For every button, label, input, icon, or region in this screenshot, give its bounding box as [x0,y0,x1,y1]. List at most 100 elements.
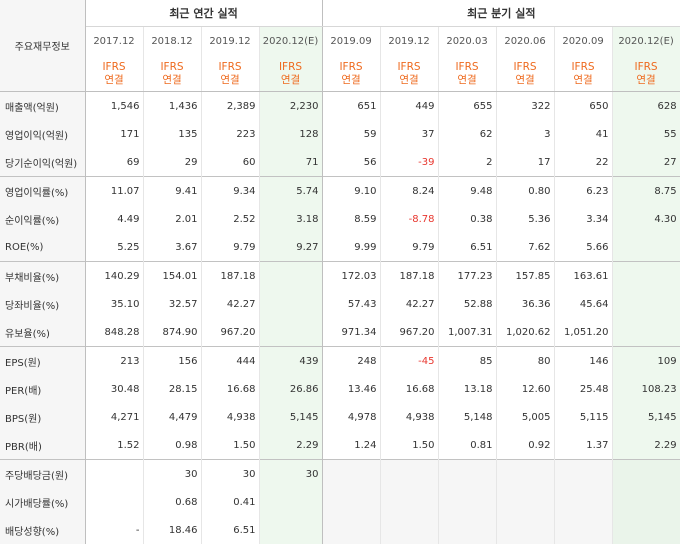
table-cell: 52.88 [438,290,497,318]
table-row: 영업이익(억원) 171 135 223 128 59 37 62 3 41 55 [0,120,680,148]
table-cell: 13.18 [438,375,497,403]
table-cell: 16.68 [380,375,439,403]
table-cell: -45 [380,346,439,375]
table-cell [438,516,497,544]
table-cell: 109 [612,346,680,375]
period-header: 2020.12(E) [612,26,680,56]
accounting-basis-header: IFRS 연결 [380,56,439,92]
row-label: 당기순이익(억원) [0,148,86,177]
table-cell: 37 [380,120,439,148]
table-cell: 17 [496,148,555,177]
table-cell: 2.29 [259,431,323,460]
table-row: 배당성향(%) -18.46 6.51 [0,516,680,544]
basis-label: IFRS [278,60,303,73]
table-cell: 2,389 [201,91,260,120]
table-cell [380,459,439,488]
table-cell [380,488,439,516]
table-cell: 0.80 [496,176,555,205]
table-cell [554,459,613,488]
period-header: 2020.09 [554,26,613,56]
row-label: 순이익률(%) [0,205,86,233]
scope-label: 연결 [636,73,656,86]
table-cell: 156 [143,346,202,375]
table-cell [322,516,381,544]
basis-label: IFRS [160,60,184,73]
financial-summary-table: 주요재무정보 최근 연간 실적 최근 분기 실적 2017.12 2018.12 2… [0,0,680,544]
table-cell: 4,479 [143,403,202,431]
table-cell [380,516,439,544]
table-cell: 163.61 [554,261,613,290]
table-cell: 628 [612,91,680,120]
table-cell: 45.64 [554,290,613,318]
table-cell [438,488,497,516]
accounting-basis-header: IFRS 연결 [143,56,202,92]
table-cell: 967.20 [201,318,260,347]
scope-label: 연결 [162,73,182,86]
table-cell: 56 [322,148,381,177]
table-cell [259,290,323,318]
period-header: 2020.06 [496,26,555,56]
accounting-basis-header: IFRS 연결 [554,56,613,92]
table-cell: 1.24 [322,431,381,460]
row-label: 배당성향(%) [0,516,86,544]
table-cell: 16.68 [201,375,260,403]
row-label: 영업이익(억원) [0,120,86,148]
table-cell: 5,115 [554,403,613,431]
quarterly-results-header: 최근 분기 실적 [322,0,680,27]
table-cell: 35.10 [85,290,144,318]
table-cell: 444 [201,346,260,375]
row-label: 주당배당금(원) [0,459,86,488]
table-cell: 187.18 [201,261,260,290]
table-cell: 13.46 [322,375,381,403]
table-cell: 5,145 [612,403,680,431]
table-cell: 1,546 [85,91,144,120]
scope-label: 연결 [457,73,477,86]
period-header-row: 2017.12 2018.12 2019.12 2020.12(E) 2019.09 20… [0,26,680,56]
table-cell [259,318,323,347]
table-cell: 2.52 [201,205,260,233]
header-label: 주요재무정보 [0,0,86,92]
table-cell: 213 [85,346,144,375]
table-cell: 0.41 [201,488,260,516]
table-cell: -8.78 [380,205,439,233]
table-cell: 26.86 [259,375,323,403]
period-header: 2019.12 [201,26,260,56]
table-row: PER(배) 30.48 28.15 16.68 26.86 13.46 16.68 13.1… [0,375,680,403]
table-cell: 172.03 [322,261,381,290]
table-row: 매출액(억원) 1,546 1,436 2,389 2,230 651 449 655 322 6… [0,91,680,120]
table-cell: 1,007.31 [438,318,497,347]
table-cell: 9.48 [438,176,497,205]
table-cell: 60 [201,148,260,177]
table-cell [322,488,381,516]
table-cell: 5,145 [259,403,323,431]
table-cell: 11.07 [85,176,144,205]
table-cell: 1.50 [201,431,260,460]
table-cell: 0.68 [143,488,202,516]
table-cell: 1,020.62 [496,318,555,347]
accounting-basis-header: IFRS 연결 [201,56,260,92]
table-cell [85,488,144,516]
table-cell: 27 [612,148,680,177]
table-cell: 36.36 [496,290,555,318]
row-label: 당좌비율(%) [0,290,86,318]
ifrs-header-row: IFRS 연결 IFRS 연결 IFRS 연결 IFRS 연결 IFRS 연결 IFRS 연결 IFRS… [0,56,680,92]
table-cell: 9.79 [380,233,439,262]
table-cell: 1,436 [143,91,202,120]
table-cell: 9.27 [259,233,323,262]
period-header: 2018.12 [143,26,202,56]
table-cell [259,488,323,516]
table-cell: 5,005 [496,403,555,431]
table-cell: 874.90 [143,318,202,347]
table-cell: 55 [612,120,680,148]
table-row: 당좌비율(%) 35.10 32.57 42.27 57.43 42.27 52.88 36.… [0,290,680,318]
table-cell [259,516,323,544]
table-cell: 5,148 [438,403,497,431]
table-cell: 8.75 [612,176,680,205]
table-cell: 248 [322,346,381,375]
table-cell: 22 [554,148,613,177]
table-cell: 0.81 [438,431,497,460]
table-cell [612,488,680,516]
table-cell: 29 [143,148,202,177]
table-row: 순이익률(%) 4.49 2.01 2.52 3.18 8.59 -8.78 0.38 5.36… [0,205,680,233]
table-cell [554,516,613,544]
